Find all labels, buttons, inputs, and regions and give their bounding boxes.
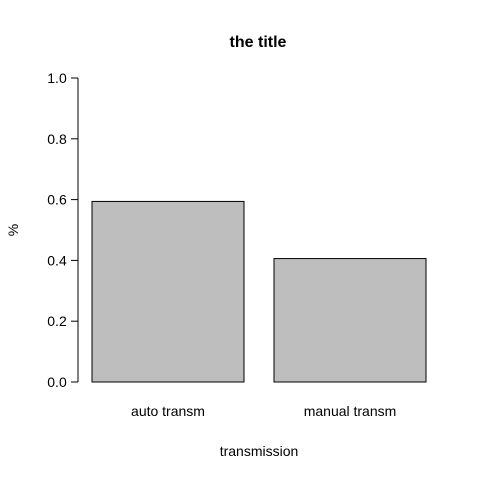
x-category-label: auto transm <box>131 403 205 419</box>
y-tick-label: 0.4 <box>47 252 67 268</box>
y-axis-ticks: 0.0 0.2 0.4 0.6 0.8 1.0 <box>47 70 78 390</box>
x-axis-label: transmission <box>220 443 299 459</box>
category-labels: auto transm manual transm <box>131 403 396 419</box>
bar-1 <box>91 200 245 383</box>
bar-2 <box>273 258 427 383</box>
y-tick-label: 0.6 <box>47 192 67 208</box>
y-axis-label: % <box>5 224 21 236</box>
y-tick-label: 1.0 <box>47 70 67 86</box>
y-tick-label: 0.0 <box>47 374 67 390</box>
x-category-label: manual transm <box>304 403 397 419</box>
chart-title: the title <box>230 34 287 51</box>
bars <box>91 200 427 383</box>
y-tick-label: 0.2 <box>47 313 67 329</box>
y-tick-label: 0.8 <box>47 131 67 147</box>
